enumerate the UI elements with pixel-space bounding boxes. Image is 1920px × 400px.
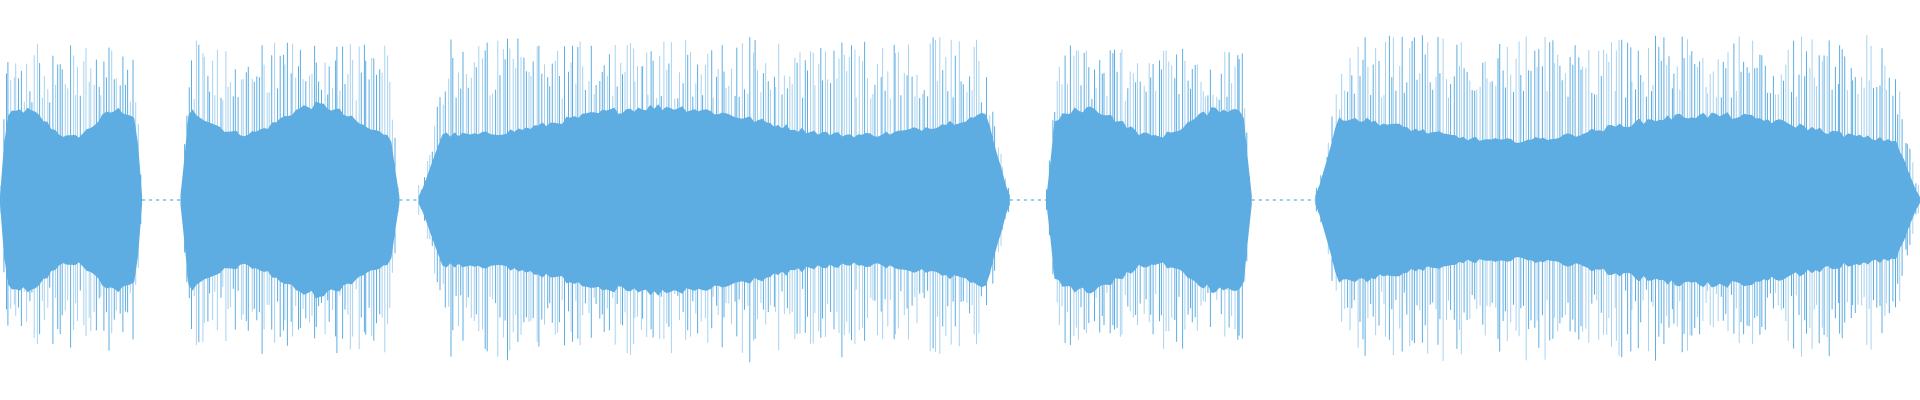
waveform-segment-body — [180, 101, 400, 299]
waveform-segment-body — [418, 104, 1010, 296]
waveform-segment-body — [1315, 112, 1920, 288]
waveform-segment-body — [1046, 106, 1252, 294]
waveform-body-layer — [0, 101, 1920, 299]
waveform-segment-body — [0, 107, 143, 293]
